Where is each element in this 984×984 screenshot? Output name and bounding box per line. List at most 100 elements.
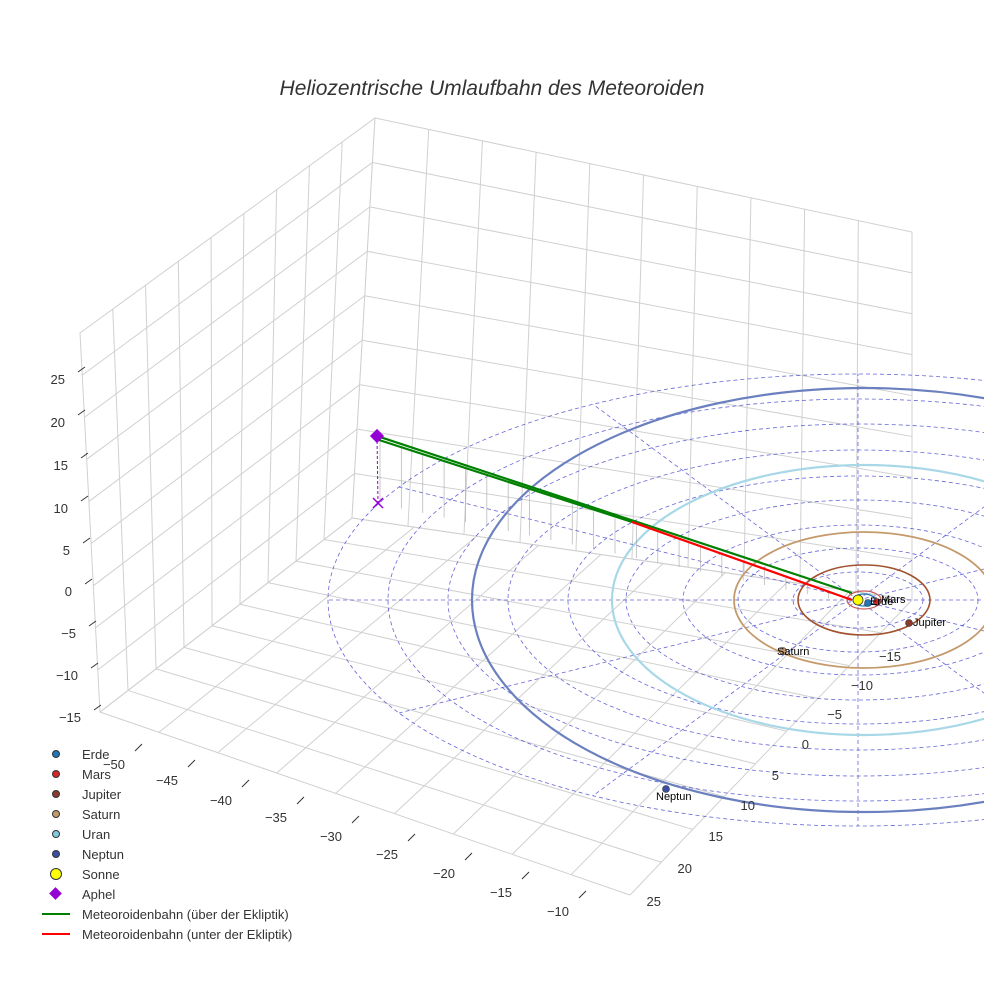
legend-symbol xyxy=(40,904,76,924)
x-tick-mark xyxy=(351,815,360,824)
legend-entry: Mars xyxy=(40,764,292,784)
back-wall-gridline xyxy=(855,220,859,592)
z-tick-mark xyxy=(77,366,86,373)
floor-gridline xyxy=(155,668,693,830)
y-tick-label: 25 xyxy=(647,894,661,909)
legend-marker xyxy=(42,913,70,915)
wall-gridline xyxy=(93,384,913,587)
z-tick-label: 0 xyxy=(65,584,72,599)
legend-label: Saturn xyxy=(82,806,121,822)
legend-marker xyxy=(52,830,60,838)
legend-marker xyxy=(50,868,62,880)
trajectory-above-inbound xyxy=(378,438,633,524)
floor-gridline xyxy=(335,554,602,794)
x-tick-label: −40 xyxy=(210,793,232,808)
trajectory-below xyxy=(631,520,853,602)
ecliptic-ring xyxy=(387,398,984,802)
z-tick-mark xyxy=(80,495,89,502)
planet-erde xyxy=(864,599,872,607)
left-wall-gridline xyxy=(112,309,129,691)
z-tick-label: 20 xyxy=(51,415,65,430)
wall-gridline xyxy=(86,250,913,460)
left-wall-gridline xyxy=(267,189,278,583)
axis-ticks: 2520151050−5−10−15−50−45−40−35−30−25−20−… xyxy=(51,366,901,919)
legend-marker xyxy=(52,810,60,818)
z-tick-mark xyxy=(84,578,93,585)
left-wall-gridline xyxy=(145,285,157,669)
planet-orbits xyxy=(471,386,984,814)
back-wall-gridline xyxy=(407,129,430,527)
legend-entry: Meteoroidenbahn (unter der Ekliptik) xyxy=(40,924,292,944)
wall-gridline xyxy=(81,161,913,376)
ecliptic-spoke xyxy=(857,599,984,694)
aphelion-projection-marker xyxy=(372,497,384,509)
planet-label-saturn: Saturn xyxy=(777,646,809,658)
wall-gridline xyxy=(84,206,913,418)
floor-gridline xyxy=(158,526,415,733)
floor-gridline xyxy=(99,517,353,713)
ecliptic-spoke xyxy=(398,486,859,601)
floor-gridline xyxy=(295,560,850,667)
trajectory-above-outbound xyxy=(376,434,853,595)
legend-symbol xyxy=(40,844,76,864)
wall-gridline xyxy=(97,473,913,671)
legend-symbol xyxy=(40,864,76,884)
legend-marker xyxy=(52,750,60,758)
floor-gridline xyxy=(570,590,851,876)
planet-jupiter xyxy=(905,619,913,627)
planet-label-jupiter: Jupiter xyxy=(913,617,946,629)
x-tick-label: −50 xyxy=(103,757,125,772)
x-tick-mark xyxy=(134,743,143,752)
legend-entry: Sonne xyxy=(40,864,292,884)
y-tick-label: 0 xyxy=(802,737,809,752)
legend-label: Aphel xyxy=(82,886,116,902)
ecliptic-spoke xyxy=(857,568,984,601)
legend-label: Neptun xyxy=(82,846,124,862)
ecliptic-spoke xyxy=(398,599,859,714)
axis-panes xyxy=(79,116,913,896)
x-tick-label: −20 xyxy=(433,866,455,881)
z-tick-label: 25 xyxy=(51,372,65,387)
x-tick-label: −25 xyxy=(376,847,398,862)
legend-symbol xyxy=(40,884,76,904)
z-tick-mark xyxy=(93,704,102,711)
left-wall-gridline xyxy=(323,141,343,540)
x-tick-label: −45 xyxy=(156,773,178,788)
back-wall-gridline xyxy=(743,197,752,576)
x-tick-mark xyxy=(296,796,305,805)
chart-title: Heliozentrische Umlaufbahn des Meteoroid… xyxy=(280,77,705,100)
aphelion-dropline xyxy=(376,435,379,504)
planet-label-neptun: Neptun xyxy=(656,791,691,803)
floor-gridline xyxy=(276,544,539,774)
back-wall-gridline xyxy=(519,152,537,543)
y-tick-label: 5 xyxy=(772,768,779,783)
y-tick-label: 10 xyxy=(741,798,755,813)
legend-entry: Saturn xyxy=(40,804,292,824)
floor-gridline xyxy=(452,572,726,835)
floor-gridline xyxy=(211,625,756,765)
sun-marker xyxy=(852,594,864,606)
wall-gridline xyxy=(88,295,913,502)
legend-marker xyxy=(52,790,60,798)
x-tick-mark xyxy=(241,779,250,788)
legend-marker xyxy=(52,770,60,778)
left-wall-gridline xyxy=(239,213,245,605)
jupiter-orbit xyxy=(797,564,931,636)
legend-label: Sonne xyxy=(82,866,120,882)
floor-gridline xyxy=(511,581,788,855)
left-wall-gridline xyxy=(295,165,310,562)
planet-label-erde: Erde xyxy=(870,596,893,608)
ecliptic-spoke xyxy=(592,599,859,797)
legend-label: Mars xyxy=(82,766,111,782)
x-tick-label: −35 xyxy=(265,810,287,825)
back-wall-gridline xyxy=(575,163,591,551)
ecliptic-spoke xyxy=(592,403,859,601)
x-tick-mark xyxy=(464,852,473,861)
wall-gridline xyxy=(90,339,913,544)
legend-label: Meteoroidenbahn (unter der Ekliptik) xyxy=(82,926,293,942)
legend-entry: Aphel xyxy=(40,884,292,904)
floor-gridline xyxy=(99,711,631,896)
legend-marker xyxy=(52,850,60,858)
back-wall xyxy=(351,117,913,601)
legend-label: Uran xyxy=(82,826,111,842)
